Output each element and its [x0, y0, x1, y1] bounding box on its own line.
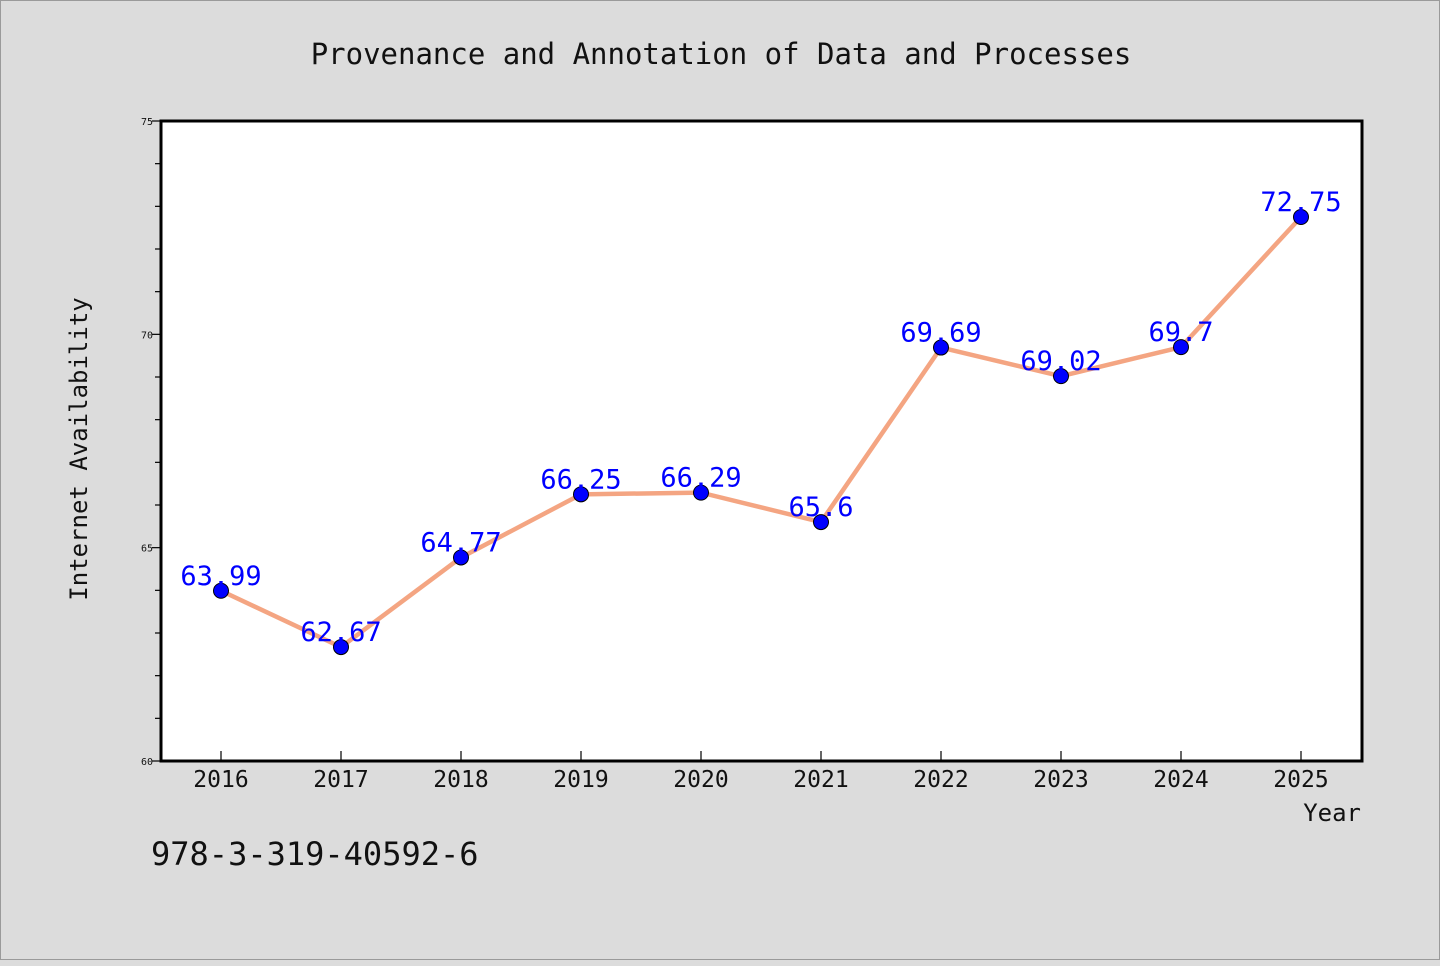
chart-title: Provenance and Annotation of Data and Pr…: [311, 37, 1132, 71]
data-point-marker: [213, 582, 229, 599]
y-tick-label: 60: [141, 757, 153, 768]
data-point-marker: [333, 639, 349, 656]
y-axis-label: Internet Availability: [65, 297, 93, 600]
data-label: 66.29: [660, 463, 741, 494]
data-label: 69.7: [1148, 317, 1213, 348]
data-label: 69.02: [1020, 346, 1101, 377]
x-tick-label: 2023: [1033, 767, 1088, 793]
data-label: 72.75: [1260, 187, 1341, 218]
x-tick-label: 2022: [913, 767, 968, 793]
data-label: 65.6: [788, 492, 853, 523]
series-line: [218, 214, 1304, 650]
x-tick-label: 2021: [793, 767, 848, 793]
x-tick-label: 2017: [313, 767, 368, 793]
data-point-marker: [1293, 209, 1309, 225]
x-tick-label: 2016: [193, 767, 248, 793]
y-axis: 60 65 70 75: [141, 117, 161, 768]
x-tick-label: 2020: [673, 767, 728, 793]
isbn-annotation: 978-3-319-40592-6: [151, 835, 479, 873]
data-point-marker: [1173, 339, 1189, 356]
data-label: 69.69: [900, 318, 981, 349]
data-point-marker: [693, 484, 709, 501]
x-tick-label: 2024: [1153, 767, 1208, 793]
x-tick-label: 2018: [433, 767, 488, 793]
y-tick-label: 65: [141, 544, 153, 555]
data-label: 62.67: [300, 617, 381, 648]
data-point-marker: [1053, 368, 1069, 385]
data-point-marker: [813, 514, 829, 531]
series-layer: 63.99 62.67 64.77 66.25 66.29 65.6 69.69 69.02 6…: [180, 187, 1342, 656]
data-point-marker: [573, 486, 589, 503]
x-tick-label: 2019: [553, 767, 608, 793]
data-point-marker: [453, 549, 469, 566]
x-tick-label: 2025: [1273, 767, 1328, 793]
y-tick-label: 70: [141, 330, 153, 341]
y-tick-label: 75: [141, 117, 153, 128]
data-label: 63.99: [180, 561, 261, 592]
plot-area: [159, 119, 1364, 763]
x-axis-label: Year: [1303, 799, 1361, 827]
x-axis: 2016 2017 2018 2019 2020 2021 2022 2023 2024 2025: [193, 751, 1329, 793]
data-point-marker: [933, 339, 949, 356]
data-label: 66.25: [540, 464, 621, 495]
data-label: 64.77: [420, 527, 501, 558]
